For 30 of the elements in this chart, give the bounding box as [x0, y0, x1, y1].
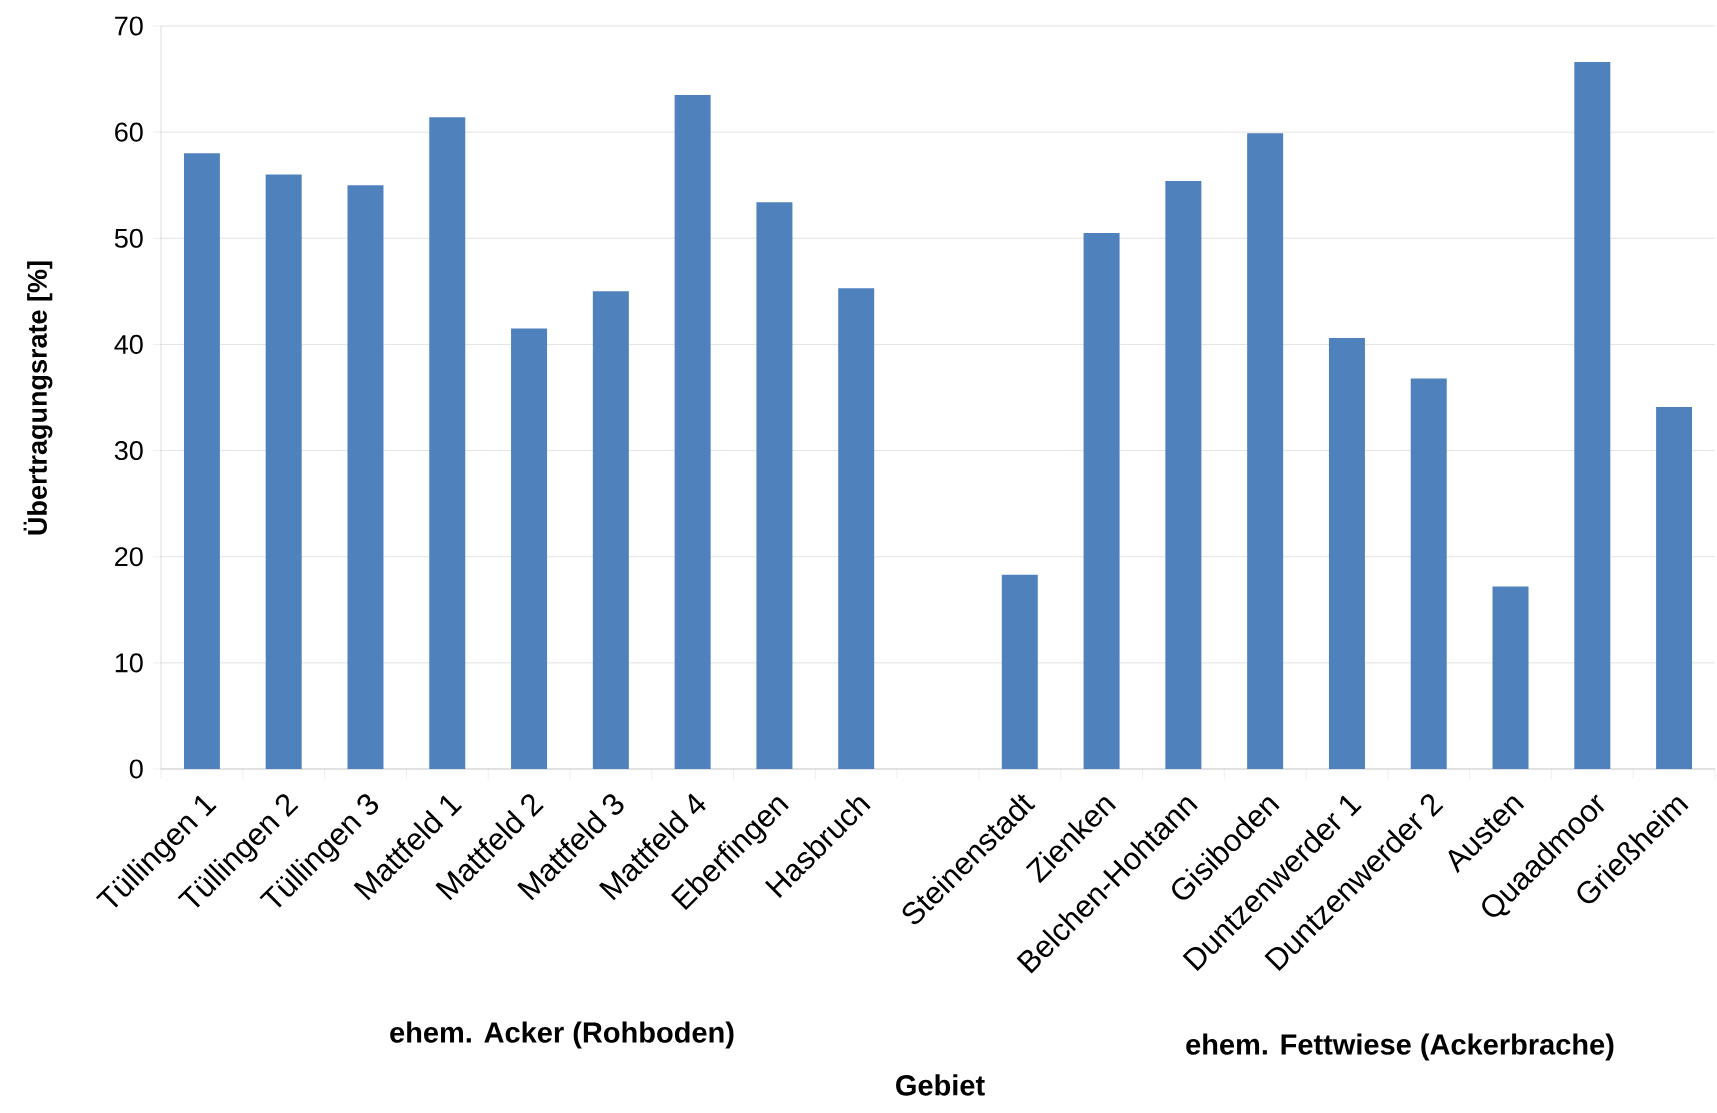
- bar: [1001, 574, 1038, 769]
- bar: [1492, 586, 1529, 769]
- y-tick-label: 40: [114, 334, 143, 354]
- bar: [1083, 232, 1120, 769]
- bar: [511, 328, 548, 769]
- y-tick-label: 50: [114, 228, 143, 248]
- y-tick-label: 30: [114, 441, 143, 461]
- y-axis-title: Übertragungsrate [%]: [23, 261, 53, 535]
- bar: [1574, 62, 1611, 769]
- text: ehem. Fettwiese (Ackerbrache): [1186, 1033, 1614, 1061]
- y-tick-label: 0: [129, 759, 143, 779]
- bar: [1328, 338, 1365, 769]
- bar: [1165, 180, 1202, 769]
- text: ehem. Acker (Rohboden): [390, 1021, 734, 1049]
- bar: [838, 288, 875, 769]
- bar: [347, 185, 384, 769]
- bar: [265, 174, 302, 769]
- y-tick-label: 10: [115, 653, 143, 673]
- bar: [183, 153, 220, 769]
- bar: [756, 202, 793, 769]
- bar: [592, 291, 629, 769]
- y-tick-label: 20: [115, 547, 143, 567]
- bar: [674, 94, 711, 769]
- bar: [1656, 407, 1693, 769]
- y-tick-label: 70: [115, 16, 143, 36]
- bar: [1247, 133, 1284, 769]
- x-axis-title: Gebiet: [896, 1074, 985, 1096]
- y-tick-label: 60: [115, 122, 143, 142]
- bar: [429, 117, 466, 769]
- bar: [1410, 378, 1447, 769]
